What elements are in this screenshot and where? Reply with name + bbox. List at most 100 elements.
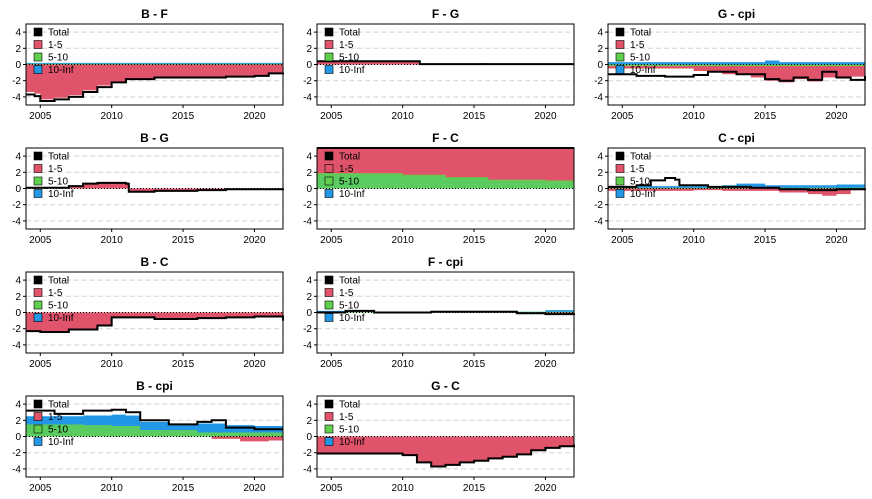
panel-f-g-x-tick-label: 2010 <box>392 111 415 122</box>
panel-g-cpi-legend-swatch-5-10 <box>615 52 625 62</box>
panel-f-c-title: F - C <box>432 131 459 145</box>
panel-b-g-y-tick-label: -4 <box>12 216 21 227</box>
panel-f-g-y-tick-label: -2 <box>303 76 312 87</box>
panel-f-g-x-tick-label: 2005 <box>320 111 343 122</box>
panel-b-g-series-total <box>26 181 284 193</box>
panel-c-cpi-legend-label-10-inf: 10-Inf <box>630 189 656 200</box>
panel-f-cpi-legend-swatch-1-5 <box>324 288 334 297</box>
panel-b-cpi-y-tick-label: 0 <box>15 432 21 443</box>
panel-b-g-y-tick-label: 2 <box>15 168 21 179</box>
panel-f-g-series-total <box>317 60 574 66</box>
panel-f-cpi-y-tick-label: 0 <box>306 308 312 319</box>
panel-b-g-legend-label-5-10: 5-10 <box>48 177 68 188</box>
panel-f-cpi-legend-swatch-total <box>324 275 334 285</box>
panel-f-g-legend-label-total: Total <box>339 28 360 39</box>
panel-b-g-x-tick-label: 2010 <box>101 235 124 246</box>
panel-c-cpi-series-total <box>608 176 866 192</box>
panel-b-g-legend-label-1-5: 1-5 <box>48 164 63 175</box>
panel-f-c-x-tick-label: 2005 <box>320 235 343 246</box>
panel-b-c-y-tick-label: 0 <box>15 308 21 319</box>
panel-f-g-legend-label-5-10: 5-10 <box>339 53 359 64</box>
panel-b-cpi-title: B - cpi <box>136 379 173 393</box>
panel-g-cpi-x-tick-label: 2010 <box>683 111 706 122</box>
panel-b-c-x-tick-label: 2015 <box>172 359 195 370</box>
panel-b-f-x-tick-label: 2020 <box>243 111 266 122</box>
panel-b-g-y-tick-label: 0 <box>15 184 21 195</box>
panel-f-cpi-x-tick-label: 2015 <box>463 359 486 370</box>
panel-f-c-x-tick-label: 2015 <box>463 235 486 246</box>
panel-g-cpi-y-tick-label: 2 <box>597 44 603 55</box>
panel-b-c-x-tick-label: 2010 <box>101 359 124 370</box>
panel-b-g-y-tick-label: 4 <box>15 152 21 163</box>
panel-b-c-legend-swatch-1-5 <box>33 288 43 297</box>
panel-c-cpi-x-tick-label: 2015 <box>754 235 777 246</box>
panel-f-c-y-tick-label: 0 <box>306 184 312 195</box>
panel-b-f-series-total <box>26 72 284 102</box>
panel-f-g-x-tick-label: 2015 <box>463 111 486 122</box>
panel-f-g-legend-label-10-inf: 10-Inf <box>339 65 365 76</box>
panel-g-c-y-tick-label: 2 <box>306 416 312 427</box>
panel-f-g-legend-swatch-10-inf <box>324 65 334 74</box>
panel-b-f-legend-label-10-inf: 10-Inf <box>48 65 74 76</box>
panel-f-c-legend-swatch-10-inf <box>324 189 334 198</box>
panel-b-g-title: B - G <box>140 131 169 145</box>
panel-b-c-legend-swatch-10-inf <box>33 313 43 322</box>
panel-f-g-legend-swatch-total <box>324 27 334 37</box>
panel-g-c-legend-label-5-10: 5-10 <box>339 425 359 436</box>
panel-b-c-title: B - C <box>141 255 169 269</box>
panel-b-c-y-tick-label: 4 <box>15 276 21 287</box>
panel-f-c-y-tick-label: -4 <box>303 216 312 227</box>
panel-f-c-legend-label-10-inf: 10-Inf <box>339 189 365 200</box>
panel-b-cpi-series-1-5 <box>26 436 283 442</box>
panel-b-cpi-x-tick-label: 2005 <box>29 483 52 494</box>
panel-f-cpi-title: F - cpi <box>428 255 463 269</box>
panel-b-g-legend-swatch-10-inf <box>33 189 43 198</box>
panel-f-cpi-legend-label-5-10: 5-10 <box>339 301 359 312</box>
panel-g-cpi-legend-label-5-10: 5-10 <box>630 53 650 64</box>
panel-c-cpi-legend-swatch-10-inf <box>615 189 625 198</box>
panel-b-c-x-tick-label: 2005 <box>29 359 52 370</box>
panel-f-c-y-tick-label: 2 <box>306 168 312 179</box>
panel-f-c-legend-label-1-5: 1-5 <box>339 164 354 175</box>
panel-c-cpi-y-tick-label: 0 <box>597 184 603 195</box>
panel-g-c-legend-swatch-total <box>324 399 334 409</box>
panel-b-cpi-legend-swatch-5-10 <box>33 424 43 434</box>
panel-b-cpi-x-tick-label: 2010 <box>101 483 124 494</box>
panel-f-c-y-tick-label: -2 <box>303 200 312 211</box>
panel-f-g-legend-label-1-5: 1-5 <box>339 40 354 51</box>
panel-g-c-y-tick-label: -2 <box>303 448 312 459</box>
panel-c-cpi-legend-label-5-10: 5-10 <box>630 177 650 188</box>
panel-b-f-y-tick-label: 4 <box>15 28 21 39</box>
panel-f-c-legend-swatch-1-5 <box>324 164 334 173</box>
panel-b-c-legend-swatch-5-10 <box>33 300 43 310</box>
panel-g-c-x-tick-label: 2010 <box>392 483 415 494</box>
panel-b-f-legend-swatch-1-5 <box>33 40 43 49</box>
panel-b-g-legend-label-10-inf: 10-Inf <box>48 189 74 200</box>
panel-g-c-legend-swatch-1-5 <box>324 412 334 421</box>
panel-g-c-series-total <box>317 444 575 468</box>
panel-f-c-legend-swatch-5-10 <box>324 176 334 186</box>
panel-g-c-x-tick-label: 2005 <box>320 483 343 494</box>
panel-g-c-legend-swatch-5-10 <box>324 424 334 434</box>
panel-b-g-legend-label-total: Total <box>48 152 69 163</box>
panel-f-g-legend-swatch-5-10 <box>324 52 334 62</box>
panel-f-cpi-y-tick-label: 2 <box>306 292 312 303</box>
panel-b-c-legend-label-10-inf: 10-Inf <box>48 313 74 324</box>
panel-b-f-legend-swatch-5-10 <box>33 52 43 62</box>
panel-g-c-y-tick-label: 4 <box>306 400 312 411</box>
panel-c-cpi-legend-swatch-5-10 <box>615 176 625 186</box>
panel-f-cpi-y-tick-label: 4 <box>306 276 312 287</box>
panel-f-g-x-tick-label: 2020 <box>534 111 557 122</box>
panel-b-cpi-legend-label-1-5: 1-5 <box>48 412 63 423</box>
panel-g-c-x-tick-label: 2020 <box>534 483 557 494</box>
panel-b-cpi-legend-label-total: Total <box>48 400 69 411</box>
